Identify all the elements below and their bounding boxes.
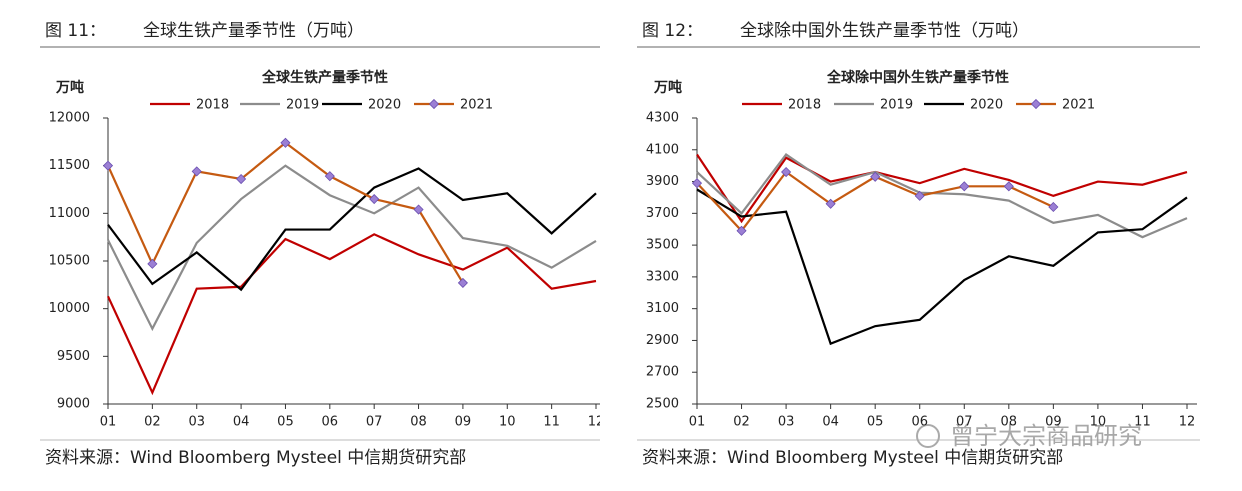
y-tick-label: 12000	[49, 111, 90, 126]
y-tick-label: 3300	[646, 269, 679, 284]
marker	[280, 137, 291, 148]
marker	[1003, 181, 1014, 192]
x-tick-label: 08	[1001, 415, 1018, 430]
figure-caption: 全球生铁产量季节性（万吨）	[143, 21, 364, 41]
marker	[691, 178, 703, 189]
legend-label: 2020	[368, 98, 401, 113]
x-tick-label: 08	[410, 415, 427, 430]
legend-marker	[428, 98, 440, 110]
watermark-icon	[916, 424, 940, 448]
chart-title: 全球生铁产量季节性	[261, 69, 388, 86]
watermark: 曾宁大宗商品研究	[950, 422, 1142, 450]
figure-number: 图 11：	[45, 21, 106, 41]
marker	[736, 225, 747, 236]
x-tick-label: 10	[1090, 415, 1107, 430]
x-tick-label: 09	[455, 415, 472, 430]
legend-label: 2021	[460, 98, 493, 113]
marker	[236, 173, 247, 185]
marker	[457, 277, 468, 288]
y-tick-label: 2900	[646, 333, 679, 348]
x-tick-label: 02	[733, 415, 750, 430]
figure-caption: 全球除中国外生铁产量季节性（万吨）	[740, 21, 1029, 41]
x-tick-label: 02	[144, 415, 161, 430]
x-tick-label: 07	[956, 415, 973, 430]
legend-label: 2019	[286, 98, 319, 113]
y-tick-label: 3100	[646, 301, 679, 316]
y-tick-label: 10500	[49, 254, 90, 269]
y-tick-label: 2700	[646, 365, 679, 380]
legend-label: 2019	[880, 98, 913, 113]
marker	[324, 171, 335, 182]
chart-title: 全球除中国外生铁产量季节性	[826, 69, 1009, 86]
y-tick-label: 11000	[49, 206, 90, 221]
x-tick-label: 10	[499, 415, 516, 430]
source: 资料来源：Wind Bloomberg Mysteel 中信期货研究部	[45, 448, 466, 468]
x-tick-label: 05	[867, 415, 884, 430]
x-tick-label: 07	[366, 415, 383, 430]
series-line	[696, 153, 1188, 224]
marker	[147, 258, 158, 269]
marker	[914, 190, 925, 201]
legend-label: 2018	[196, 98, 229, 113]
y-tick-label: 10000	[49, 301, 90, 316]
x-tick-label: 12	[588, 415, 605, 430]
y-tick-label: 3500	[646, 238, 679, 253]
y-tick-label: 3700	[646, 206, 679, 221]
marker	[413, 204, 424, 215]
y-axis-label: 万吨	[55, 79, 84, 96]
x-tick-label: 11	[543, 415, 560, 430]
series-line	[696, 153, 1188, 239]
x-tick-label: 03	[188, 415, 205, 430]
marker	[191, 166, 202, 177]
figure-number: 图 12：	[642, 21, 703, 41]
x-tick-label: 06	[911, 415, 928, 430]
y-tick-label: 2500	[646, 397, 679, 412]
x-tick-label: 03	[778, 415, 795, 430]
series-line	[696, 188, 1188, 346]
source: 资料来源：Wind Bloomberg Mysteel 中信期货研究部	[642, 448, 1063, 468]
marker	[781, 166, 792, 178]
y-tick-label: 9000	[57, 397, 90, 412]
y-tick-label: 9500	[57, 349, 90, 364]
x-tick-label: 11	[1134, 415, 1151, 430]
legend-label: 2020	[970, 98, 1003, 113]
marker	[1048, 201, 1059, 213]
legend-marker	[1030, 98, 1042, 110]
series-line	[107, 167, 597, 292]
x-tick-label: 06	[322, 415, 339, 430]
marker	[870, 171, 881, 182]
x-tick-label: 01	[100, 415, 117, 430]
marker	[369, 193, 380, 205]
x-tick-label: 05	[277, 415, 294, 430]
x-tick-label: 12	[1179, 415, 1196, 430]
marker	[959, 181, 970, 192]
y-tick-label: 4300	[646, 111, 679, 126]
series-line	[106, 141, 464, 284]
x-tick-label: 01	[689, 415, 706, 430]
legend-label: 2021	[1062, 98, 1095, 113]
y-tick-label: 4100	[646, 142, 679, 157]
legend-label: 2018	[788, 98, 821, 113]
x-tick-label: 04	[233, 415, 250, 430]
marker	[102, 160, 114, 171]
y-tick-label: 11500	[49, 158, 90, 173]
x-tick-label: 09	[1045, 415, 1062, 430]
y-tick-label: 3900	[646, 174, 679, 189]
marker	[825, 198, 836, 209]
series-line	[107, 233, 597, 396]
y-axis-label: 万吨	[653, 79, 682, 96]
x-tick-label: 04	[822, 415, 839, 430]
